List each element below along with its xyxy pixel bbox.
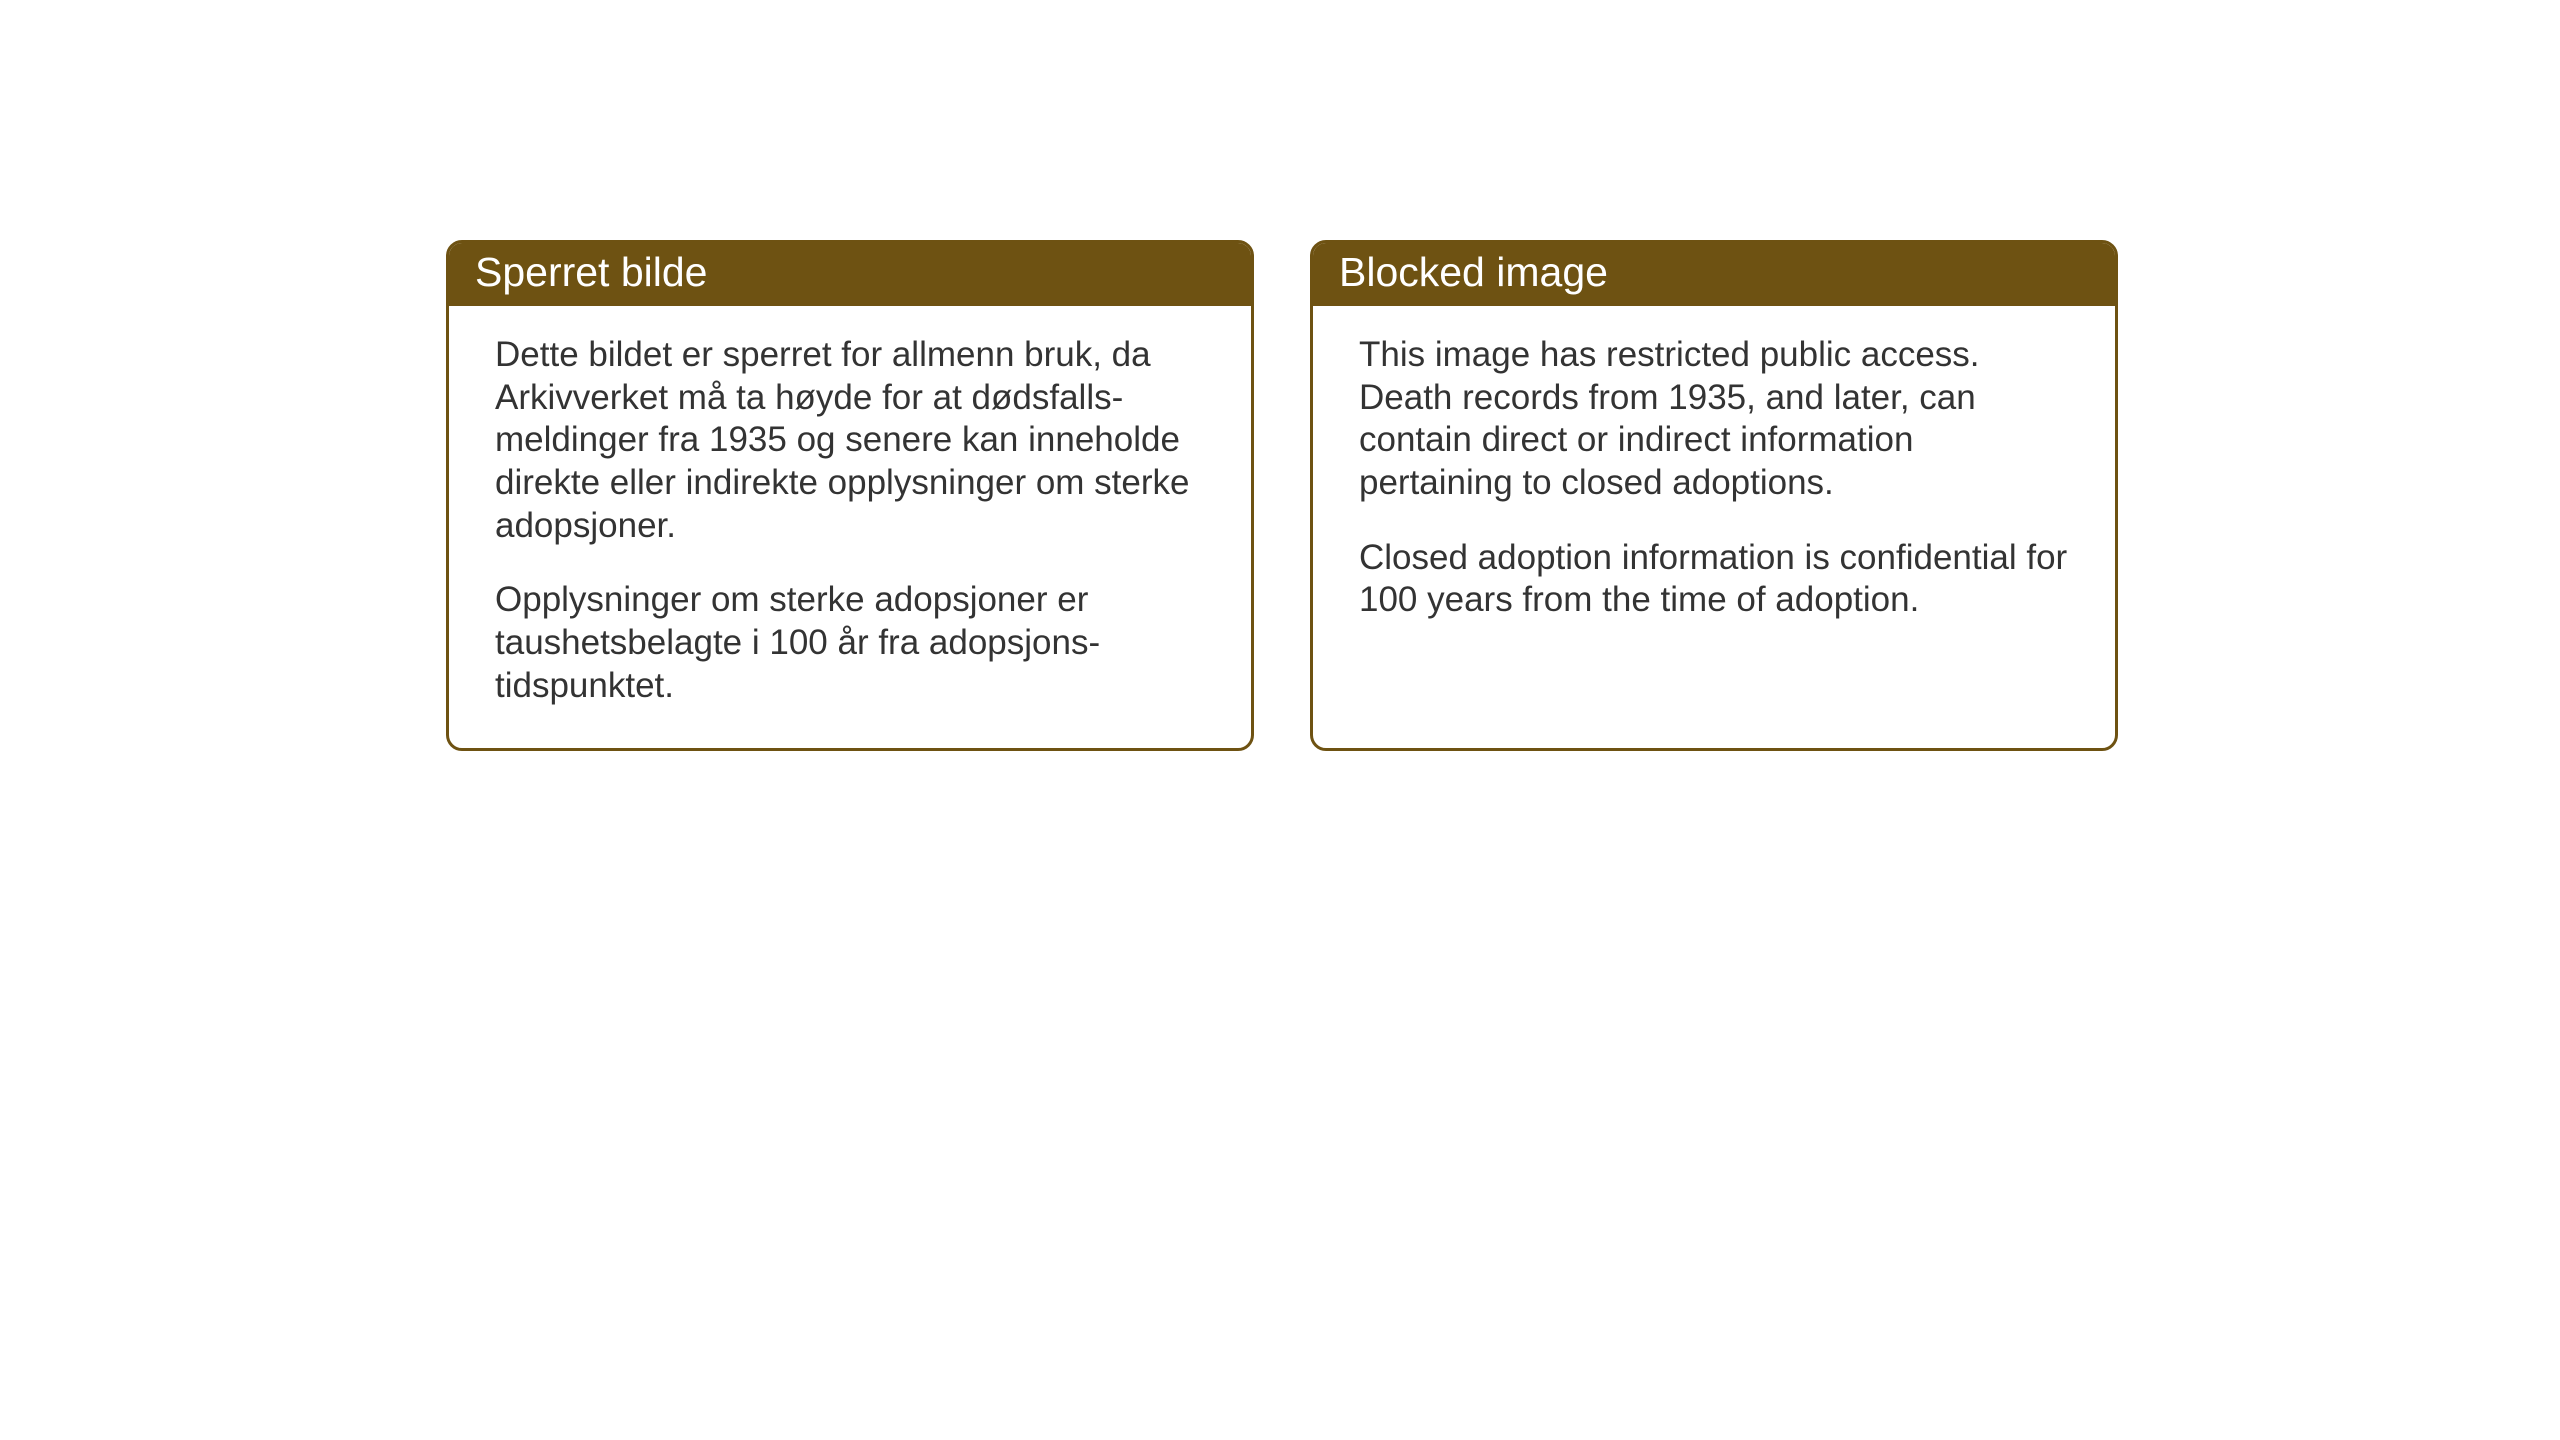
notice-card-english: Blocked image This image has restricted … — [1310, 240, 2118, 751]
card-header-norwegian: Sperret bilde — [449, 243, 1251, 306]
card-body-norwegian: Dette bildet er sperret for allmenn bruk… — [449, 306, 1251, 748]
paragraph-text: Closed adoption information is confident… — [1359, 537, 2069, 622]
paragraph-text: This image has restricted public access.… — [1359, 334, 2069, 505]
paragraph-text: Dette bildet er sperret for allmenn bruk… — [495, 334, 1205, 547]
notice-cards-container: Sperret bilde Dette bildet er sperret fo… — [446, 240, 2118, 751]
paragraph-text: Opplysninger om sterke adopsjoner er tau… — [495, 579, 1205, 707]
notice-card-norwegian: Sperret bilde Dette bildet er sperret fo… — [446, 240, 1254, 751]
card-header-english: Blocked image — [1313, 243, 2115, 306]
card-body-english: This image has restricted public access.… — [1313, 306, 2115, 662]
